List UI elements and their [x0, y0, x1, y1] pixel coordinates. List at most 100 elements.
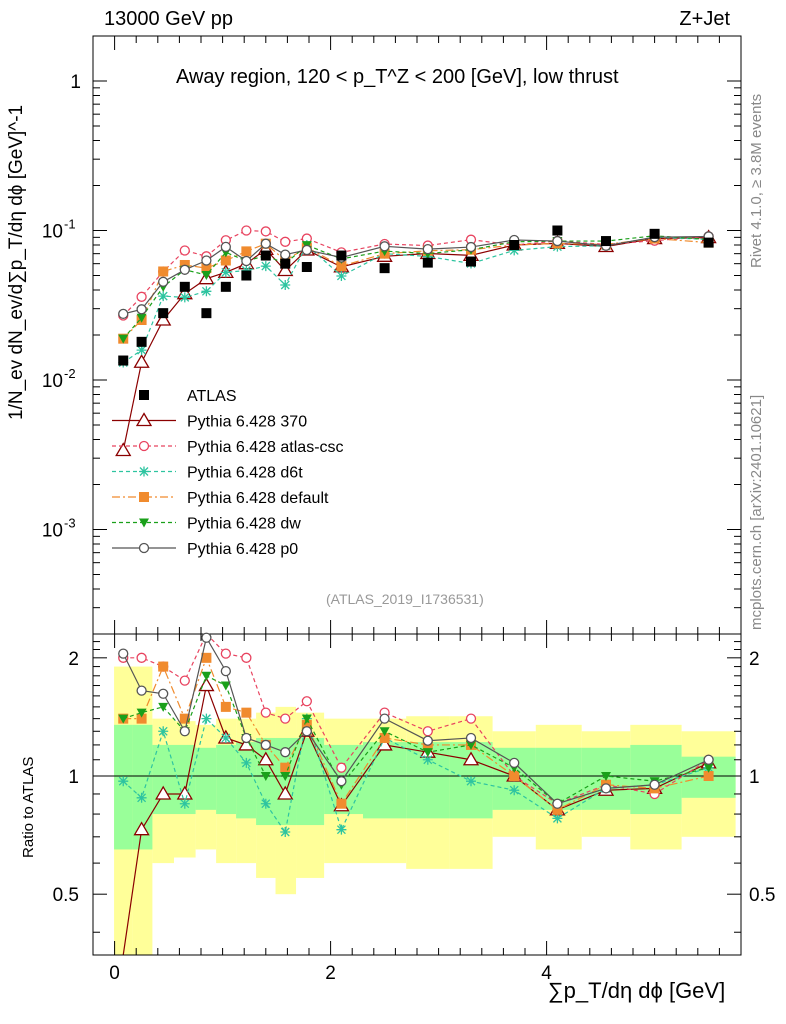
legend-label: Pythia 6.428 d6t: [187, 465, 303, 482]
y-tick-label-ratio-right: 2: [749, 649, 760, 670]
y-tick-label-main-exp: -3: [64, 516, 76, 531]
ratio-point: [155, 785, 172, 800]
series-line-p0: [123, 235, 709, 315]
legend-label: ATLAS: [187, 388, 237, 405]
series-point: [422, 244, 433, 255]
legend-marker: [135, 412, 153, 427]
x-tick-label: 0: [109, 963, 120, 984]
series-line-default: [122, 237, 709, 340]
series-point: [280, 236, 291, 247]
series-point: [179, 292, 190, 303]
series-point: [260, 261, 271, 272]
series-point: [136, 345, 147, 356]
atlas-point: [241, 270, 252, 281]
ratio-point: [422, 754, 433, 765]
ratio-point: [277, 785, 294, 800]
ratio-point: [703, 754, 714, 765]
ratio-point: [422, 748, 433, 758]
legend-marker: [139, 390, 149, 400]
ratio-point: [220, 681, 231, 691]
legend-label: Pythia 6.428 dw: [187, 516, 301, 533]
series-point: [301, 244, 312, 256]
series-point: [155, 311, 172, 326]
ratio-point: [201, 713, 212, 724]
ratio-point: [280, 827, 291, 838]
series-point: [241, 246, 252, 257]
ratio-point: [118, 714, 129, 724]
ratio-point: [379, 713, 390, 724]
series-point: [336, 270, 347, 281]
mcplots-label: mcplots.cern.ch [arXiv:2401.10621]: [748, 394, 765, 630]
ratio-point: [601, 772, 611, 782]
atlas-point: [158, 308, 169, 319]
ratio-point: [220, 665, 231, 677]
series-point: [280, 279, 291, 290]
ratio-point: [118, 648, 129, 659]
series-point: [136, 291, 147, 302]
ratio-point: [301, 719, 312, 730]
series-point: [260, 238, 271, 249]
atlas-point: [466, 256, 476, 267]
series-point: [158, 276, 169, 287]
series-point: [336, 261, 347, 272]
ratio-point: [198, 677, 215, 692]
atlas-point: [552, 225, 563, 236]
y-tick-label-ratio-right: 1: [749, 767, 760, 788]
ratio-point: [301, 696, 312, 707]
ratio-point: [158, 688, 169, 699]
ratio-point: [336, 776, 347, 787]
band-inner: [236, 742, 257, 819]
uncertainty-bands: [93, 666, 741, 955]
series-point: [220, 267, 231, 278]
ratio-point: [280, 762, 291, 773]
band-inner: [114, 724, 133, 850]
x-tick-label: 2: [325, 963, 336, 984]
y-tick-label-main: 10: [42, 222, 63, 243]
ratio-point: [136, 708, 147, 718]
atlas-point: [601, 236, 611, 247]
ratio-point: [257, 751, 274, 766]
atlas-point: [422, 257, 433, 268]
ratio-point: [179, 798, 190, 809]
ratio-point: [422, 735, 433, 746]
ratio-point: [158, 661, 169, 672]
series-point: [118, 334, 129, 344]
atlas-point: [509, 239, 520, 250]
ratio-point: [649, 779, 660, 790]
series-point: [280, 249, 291, 260]
ratio-point: [336, 798, 347, 809]
atlas-point: [379, 263, 390, 274]
legend-label: Pythia 6.428 370: [187, 414, 307, 431]
ratio-point: [179, 675, 190, 686]
y-tick-label-main: 1: [70, 72, 81, 93]
ratio-point: [703, 771, 714, 782]
ratio-point: [201, 632, 212, 643]
atlas-point: [118, 355, 129, 366]
series-point: [201, 270, 212, 280]
series-point: [201, 263, 212, 274]
y-tick-label-ratio: 0.5: [53, 885, 79, 906]
legend-marker: [139, 466, 149, 477]
band-inner: [275, 737, 297, 826]
y-tick-label-ratio: 1: [68, 767, 79, 788]
series-point: [220, 255, 231, 266]
ratio-point: [465, 732, 477, 744]
rivet-label: Rivet 4.1.0, ≥ 3.8M events: [748, 93, 765, 268]
y-tick-label-ratio-right: 0.5: [749, 885, 775, 906]
series-point: [179, 245, 190, 256]
ratio-point: [301, 726, 312, 737]
series-point: [465, 241, 477, 253]
ratio-point: [136, 685, 147, 696]
header-left: 13000 GeV pp: [104, 8, 233, 30]
atlas-point: [220, 281, 231, 292]
y-tick-label-main: 10: [42, 371, 63, 392]
series-point: [136, 304, 147, 315]
band-inner: [132, 724, 153, 850]
atlas-point: [301, 262, 312, 273]
x-axis-label: ∑p_T/dη dϕ [GeV]: [548, 978, 726, 1003]
ratio-point: [301, 714, 312, 724]
band-inner: [363, 742, 407, 819]
band-inner: [256, 737, 276, 826]
ratio-point: [241, 732, 252, 744]
ratio-point: [600, 783, 612, 794]
